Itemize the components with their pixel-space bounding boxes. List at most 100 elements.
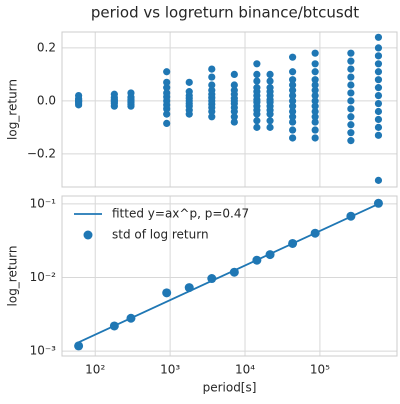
scatter-point	[374, 52, 383, 60]
scatter-point	[185, 88, 193, 96]
scatter-point	[347, 65, 355, 73]
y-tick-label: 10⁻³	[30, 344, 57, 358]
scatter-point	[347, 121, 355, 129]
scatter-point	[253, 123, 261, 131]
scatter-point	[163, 84, 171, 92]
scatter-point	[374, 84, 383, 92]
y-tick-label: −0.2	[27, 146, 56, 160]
scatter-point	[374, 33, 383, 41]
scatter-point	[230, 81, 238, 89]
x-tick-label: 10⁵	[310, 363, 330, 377]
scatter-point	[374, 131, 383, 139]
scatter-point	[208, 113, 216, 121]
std-point	[229, 267, 239, 277]
scatter-point	[347, 89, 355, 97]
scatter-point	[311, 49, 319, 57]
scatter-point	[311, 134, 319, 142]
scatter-point	[347, 113, 355, 121]
scatter-point	[230, 86, 238, 94]
plot-area	[62, 32, 397, 187]
scatter-point	[289, 76, 297, 84]
scatter-point	[347, 57, 355, 65]
scatter-point	[311, 113, 319, 121]
scatter-point	[253, 84, 261, 92]
axes-frame	[61, 195, 398, 357]
scatter-point	[311, 60, 319, 68]
y-tick-label: 10⁻¹	[30, 196, 57, 210]
scatter-point	[253, 70, 261, 78]
y-axis-label: log_return	[6, 79, 20, 140]
scatter-point	[374, 123, 383, 131]
scatter-point	[347, 97, 355, 105]
std-point	[252, 255, 262, 265]
legend-marker	[83, 230, 93, 240]
scatter-point	[75, 91, 83, 100]
scatter-point	[163, 68, 171, 76]
scatter-point	[163, 119, 171, 128]
scatter-point	[266, 70, 274, 78]
scatter-point	[374, 91, 383, 100]
std-point	[373, 198, 383, 208]
scatter-point	[289, 53, 297, 61]
scatter-point	[311, 102, 319, 110]
scatter-point	[311, 97, 319, 105]
axes-frame	[61, 31, 398, 188]
scatter-point	[208, 73, 216, 81]
scatter-point	[311, 118, 319, 126]
std-point	[207, 274, 217, 284]
scatter-point	[311, 126, 319, 134]
scatter-point	[289, 107, 297, 116]
scatter-point	[230, 118, 238, 126]
scatter-point	[289, 102, 297, 110]
scatter-point	[253, 117, 261, 125]
scatter-point	[185, 78, 193, 86]
scatter-point	[311, 76, 319, 84]
scatter-point	[347, 129, 355, 137]
scatter-point	[266, 77, 274, 85]
scatter-point	[208, 81, 216, 89]
scatter-point	[266, 84, 274, 92]
scatter-point	[289, 113, 297, 121]
x-axis-label: period[s]	[203, 381, 257, 395]
scatter-point	[374, 107, 383, 116]
std-point	[265, 250, 275, 260]
scatter-point	[289, 97, 297, 105]
std-point	[184, 283, 194, 293]
scatter-point	[374, 176, 383, 184]
scatter-point	[163, 78, 171, 86]
scatter-point	[311, 68, 319, 76]
scatter-point	[374, 60, 383, 68]
scatter-point	[311, 91, 319, 100]
scatter-point	[347, 105, 355, 113]
y-tick-label: 0.0	[37, 93, 56, 107]
std-point	[126, 313, 136, 323]
std-point	[310, 228, 320, 238]
scatter-point	[289, 118, 297, 126]
scatter-point	[347, 81, 355, 89]
y-tick-label: 10⁻²	[30, 270, 57, 284]
scatter-point	[311, 107, 319, 116]
scatter-point	[374, 68, 383, 76]
scatter-point	[110, 90, 118, 98]
scatter-point	[347, 73, 355, 81]
scatter-point	[289, 134, 297, 142]
scatter-point	[208, 86, 216, 94]
scatter-point	[230, 70, 238, 78]
x-tick-label: 10²	[85, 363, 105, 377]
scatter-point	[289, 68, 297, 76]
scatter-point	[266, 123, 274, 131]
legend-label: fitted y=ax^p, p=0.47	[112, 207, 249, 221]
scatter-point	[230, 113, 238, 121]
scatter-point	[163, 89, 171, 97]
y-tick-label: 0.2	[37, 40, 56, 54]
scatter-point	[208, 65, 216, 73]
scatter-point	[311, 81, 319, 89]
scatter-point	[347, 49, 355, 57]
figure-title: period vs logreturn binance/btcusdt	[91, 4, 359, 22]
scatter-point	[163, 110, 171, 118]
scatter-point	[374, 44, 383, 52]
scatter-point	[266, 117, 274, 125]
legend-label: std of log return	[112, 228, 209, 242]
std-point	[109, 321, 119, 331]
